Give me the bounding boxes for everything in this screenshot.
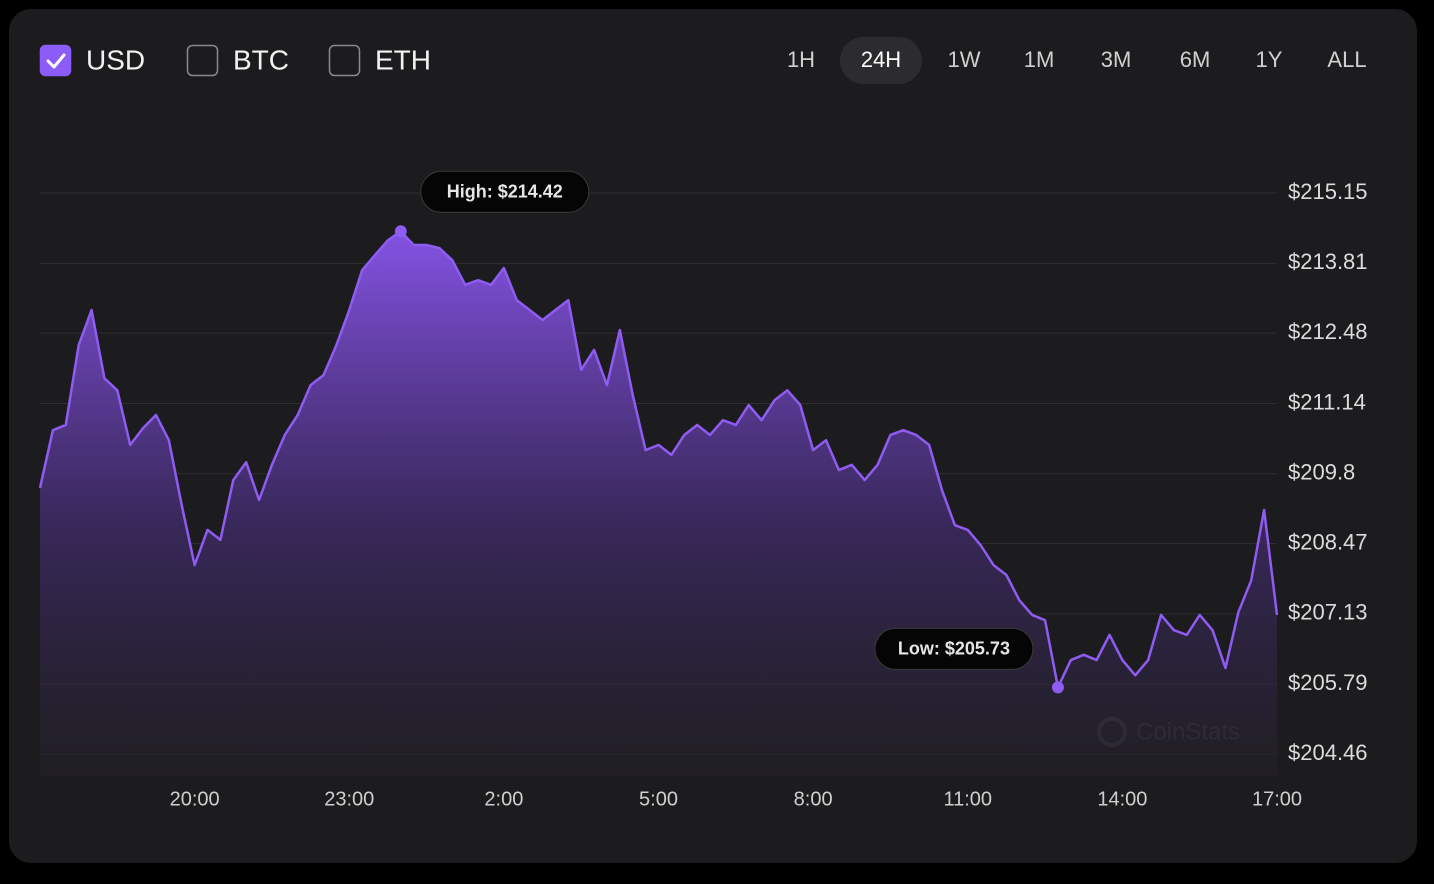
range-button[interactable]: 6M xyxy=(1180,47,1211,72)
x-tick-label: 17:00 xyxy=(1252,788,1302,810)
tooltip-text: High: $214.42 xyxy=(447,182,563,202)
x-tick-label: 11:00 xyxy=(943,788,992,810)
y-tick-label: $204.46 xyxy=(1288,740,1368,765)
range-button[interactable]: 1Y xyxy=(1256,47,1283,72)
extreme-dot xyxy=(394,225,407,238)
y-tick-label: $209.8 xyxy=(1288,460,1355,485)
tooltip xyxy=(874,627,1034,670)
range-pill[interactable] xyxy=(840,37,922,84)
range-button[interactable]: ALL xyxy=(1327,47,1366,72)
currency-label[interactable]: USD xyxy=(86,44,145,75)
x-tick-label: 5:00 xyxy=(639,788,678,810)
y-tick-label: $215.15 xyxy=(1288,179,1368,204)
y-tick-label: $208.47 xyxy=(1288,529,1368,554)
check-mark xyxy=(46,53,66,69)
currency-label[interactable]: BTC xyxy=(233,44,289,75)
range-button[interactable]: 24H xyxy=(861,47,901,72)
checkbox[interactable] xyxy=(186,44,219,77)
x-tick-label: 8:00 xyxy=(794,788,833,810)
checkbox[interactable] xyxy=(328,44,361,77)
y-tick-label: $211.14 xyxy=(1288,389,1366,414)
extreme-dot xyxy=(1051,681,1064,694)
x-tick-label: 23:00 xyxy=(324,788,374,810)
x-tick-label: 20:00 xyxy=(170,788,220,810)
tooltip xyxy=(420,170,590,213)
y-tick-label: $205.79 xyxy=(1288,670,1368,695)
y-tick-label: $207.13 xyxy=(1288,600,1368,625)
range-button[interactable]: 1W xyxy=(948,47,981,72)
tooltip-text: Low: $205.73 xyxy=(898,639,1010,659)
y-tick-label: $213.81 xyxy=(1288,249,1368,274)
range-button[interactable]: 3M xyxy=(1101,47,1132,72)
y-tick-label: $212.48 xyxy=(1288,319,1368,344)
x-tick-label: 14:00 xyxy=(1097,788,1147,810)
price-line xyxy=(38,230,1279,689)
checkbox[interactable] xyxy=(39,44,72,77)
currency-label[interactable]: ETH xyxy=(375,44,431,75)
range-button[interactable]: 1H xyxy=(787,47,815,72)
range-button[interactable]: 1M xyxy=(1024,47,1055,72)
x-tick-label: 2:00 xyxy=(484,788,523,810)
